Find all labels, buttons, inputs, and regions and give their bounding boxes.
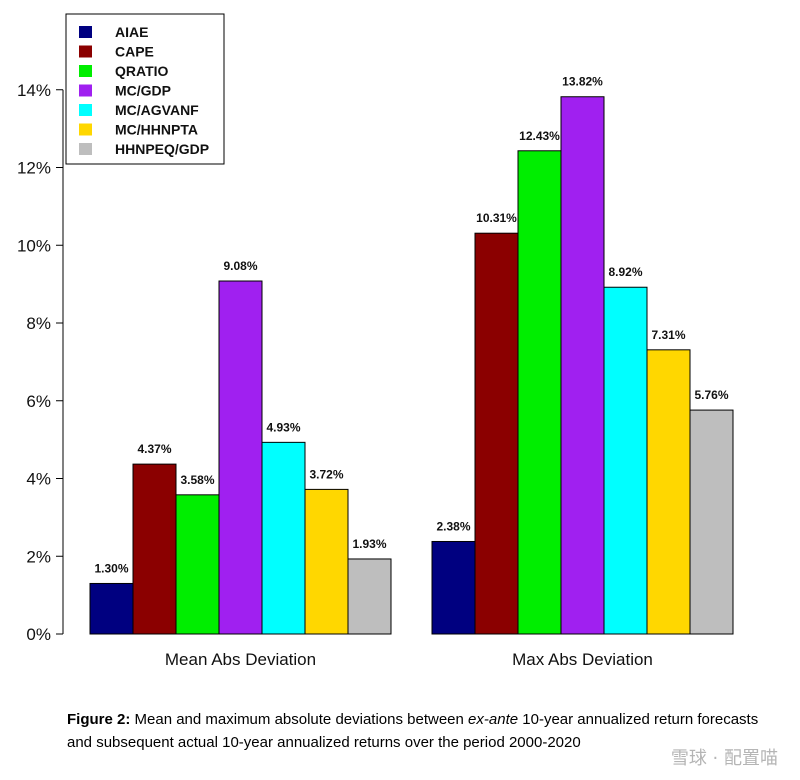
bar-value-label: 2.38% — [436, 519, 470, 533]
caption-text-2: 10-year annualized return forecasts and … — [67, 711, 759, 751]
legend: AIAE CAPE QRATIO MC/GDP MC/AGVANF MC/HHNPTA HH… — [65, 13, 225, 165]
y-tick-label: 14% — [17, 81, 51, 100]
bar-value-label: 1.30% — [94, 561, 128, 575]
y-tick-label: 8% — [26, 314, 51, 333]
bar-value-label: 4.37% — [137, 442, 171, 456]
bar — [560, 96, 605, 635]
bar — [175, 494, 220, 635]
figure-caption: Figure 2: Mean and maximum absolute devi… — [67, 708, 782, 754]
value-labels: 1.30% 4.37% 3.58% 9.08% 4.93% 3.72% 1.93% 2.38%… — [94, 75, 728, 576]
x-category-label: Max Abs Deviation — [512, 650, 653, 669]
x-axis: Mean Abs Deviation Max Abs Deviation — [90, 633, 733, 669]
bar — [646, 349, 691, 635]
bar — [304, 488, 349, 635]
legend-swatch — [79, 104, 92, 116]
bar — [603, 286, 648, 635]
bar — [261, 441, 306, 635]
bar-value-label: 8.92% — [608, 265, 642, 279]
bar-chart: 0% 2% 4% 6% 8% 10% 12% 14% 1.30% 4.37% 3.58% 9.08%… — [17, 13, 734, 669]
bar — [431, 540, 476, 635]
legend-label: MC/AGVANF — [115, 102, 199, 118]
y-tick-label: 4% — [26, 470, 51, 489]
bar-value-label: 3.58% — [180, 473, 214, 487]
x-category-label: Mean Abs Deviation — [165, 650, 316, 669]
bar-value-label: 10.31% — [476, 211, 517, 225]
caption-text-1: Mean and maximum absolute deviations bet… — [130, 711, 469, 728]
legend-swatch — [79, 26, 92, 38]
bar-value-label: 1.93% — [352, 537, 386, 551]
bar-value-label: 9.08% — [223, 259, 257, 273]
legend-swatch — [79, 45, 92, 58]
y-axis: 0% 2% 4% 6% 8% 10% 12% 14% — [17, 81, 64, 644]
bar-value-label: 13.82% — [562, 75, 603, 89]
caption-emphasis: ex-ante — [468, 711, 519, 728]
bars — [89, 96, 734, 635]
legend-label: AIAE — [115, 24, 148, 40]
y-tick-label: 2% — [26, 547, 51, 566]
bar — [132, 463, 177, 635]
bar — [517, 150, 562, 635]
caption-label: Figure 2: — [67, 711, 131, 728]
bar-value-label: 4.93% — [266, 420, 300, 434]
y-tick-label: 10% — [17, 236, 51, 255]
legend-box — [65, 13, 225, 165]
bar-value-label: 12.43% — [519, 129, 560, 143]
bar — [689, 409, 734, 635]
legend-label: MC/GDP — [115, 83, 171, 99]
legend-label: CAPE — [115, 44, 154, 60]
bar — [89, 582, 134, 635]
watermark: 雪球 · 配置喵 — [670, 748, 778, 769]
legend-label: QRATIO — [115, 63, 169, 79]
legend-swatch — [79, 143, 92, 155]
bar — [474, 232, 519, 635]
legend-swatch — [79, 65, 92, 77]
legend-label: MC/HHNPTA — [115, 122, 198, 138]
bar — [347, 558, 392, 635]
legend-label: HHNPEQ/GDP — [115, 141, 209, 157]
y-tick-label: 12% — [17, 159, 51, 178]
bar — [218, 280, 263, 635]
bar-value-label: 7.31% — [651, 328, 685, 342]
legend-swatch — [79, 123, 92, 136]
legend-swatch — [79, 84, 92, 97]
bar-value-label: 5.76% — [694, 388, 728, 402]
y-tick-label: 6% — [26, 392, 51, 411]
y-tick-label: 0% — [26, 625, 51, 644]
bar-value-label: 3.72% — [309, 467, 343, 481]
